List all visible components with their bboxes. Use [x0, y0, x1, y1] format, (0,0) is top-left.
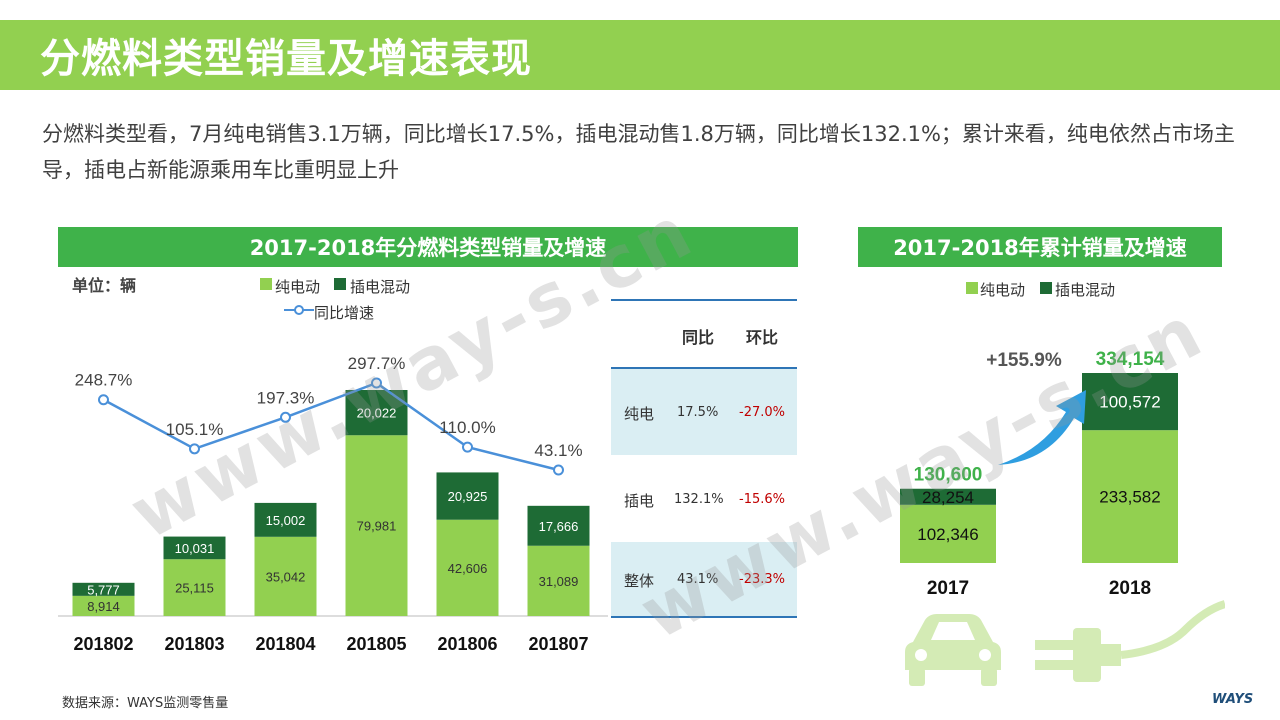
bar-phev-label: 100,572: [1099, 393, 1160, 412]
unit-label: 单位：辆: [72, 276, 137, 295]
ways-logo: WAYS: [1212, 692, 1254, 707]
bar-phev-label: 20,925: [448, 489, 488, 504]
table-row-label: 纯电: [624, 405, 655, 423]
bar-bev-label: 42,606: [448, 561, 488, 576]
table-header-yoy: 同比: [682, 328, 715, 347]
table-row-bg: [611, 369, 797, 455]
source-note: 数据来源：WAYS监测零售量: [62, 696, 229, 711]
legend-line-icon: [284, 305, 314, 315]
table-cell-yoy: 132.1%: [674, 492, 724, 507]
yoy-label: 297.7%: [348, 354, 406, 373]
cumulative-stacked-chart: 102,346 28,254 130,600 2017 233,582 100,572 33…: [900, 349, 1178, 599]
table-bottom-line: [611, 616, 797, 618]
page-title: 分燃料类型销量及增速表现: [40, 36, 532, 82]
x-tick-label: 2018: [1109, 578, 1151, 599]
growth-arrow: [998, 390, 1086, 465]
legend-phev-swatch: [1040, 282, 1052, 294]
table-cell-mom: -15.6%: [739, 492, 785, 507]
yoy-label: 248.7%: [75, 371, 133, 390]
bar-bev: [72, 595, 135, 616]
yoy-label: 43.1%: [534, 441, 582, 460]
table-cell-yoy: 43.1%: [677, 572, 719, 587]
x-tick-label: 201806: [437, 634, 497, 654]
bar-phev: [163, 536, 226, 560]
table-cell-mom: -23.3%: [739, 572, 785, 587]
bar-phev: [436, 472, 499, 520]
x-tick-label: 2017: [927, 578, 969, 599]
x-tick-label: 201803: [164, 634, 224, 654]
title-bar: [0, 20, 1280, 90]
table-cell-mom: -27.0%: [739, 405, 785, 420]
cumulative-chart-banner: 2017-2018年累计销量及增速: [858, 227, 1222, 267]
bar-phev-label: 10,031: [175, 541, 215, 556]
legend-phev-label: 插电混动: [350, 278, 411, 296]
yoy-point: [280, 411, 291, 423]
car-plug-illustration: [905, 600, 1225, 686]
growth-label: +155.9%: [986, 350, 1062, 371]
table-header-line: [611, 367, 797, 369]
bar-bev: [345, 435, 408, 616]
bar-phev-label: 20,022: [357, 406, 397, 421]
legend-bev-swatch: [260, 278, 272, 290]
legend-line-label: 同比增速: [314, 304, 375, 322]
legend-phev-swatch: [334, 278, 346, 290]
bar-bev: [254, 536, 317, 616]
bar-bev-label: 35,042: [266, 569, 306, 584]
monthly-stacked-chart: 8,914 5,777 201802 25,115 10,031 201803 35,042…: [58, 354, 608, 654]
bar-phev: [72, 582, 135, 596]
bar-bev-label: 31,089: [539, 574, 579, 589]
bar-phev: [254, 502, 317, 537]
bar-phev-label: 17,666: [539, 519, 579, 534]
total-label: 334,154: [1096, 349, 1165, 370]
page-description: 分燃料类型看，7月纯电销售3.1万辆，同比增长17.5%，插电混动售1.8万辆，…: [42, 122, 1235, 182]
yoy-point: [371, 377, 382, 389]
monthly-chart-banner: 2017-2018年分燃料类型销量及增速: [58, 227, 798, 267]
bar-phev: [900, 488, 996, 505]
bar-phev: [1082, 373, 1178, 431]
bar-bev-label: 25,115: [175, 581, 214, 596]
bar-phev: [527, 505, 590, 546]
bar-phev-label: 5,777: [87, 582, 120, 597]
x-tick-label: 201802: [73, 634, 133, 654]
yoy-label: 197.3%: [257, 388, 315, 407]
x-tick-label: 201805: [346, 634, 406, 654]
bar-bev: [163, 559, 226, 616]
bar-bev: [436, 519, 499, 616]
yoy-label: 110.0%: [439, 418, 495, 437]
x-tick-label: 201807: [528, 634, 588, 654]
bar-bev: [527, 545, 590, 616]
bar-bev-label: 8,914: [87, 599, 120, 614]
bar-phev-label: 28,254: [922, 488, 974, 507]
bar-bev-label: 233,582: [1099, 488, 1160, 507]
bar-bev: [1082, 430, 1178, 563]
bar-phev-label: 15,002: [266, 513, 306, 528]
table-header-mom: 环比: [746, 328, 779, 347]
legend-phev-label: 插电混动: [1055, 281, 1116, 299]
yoy-point: [98, 394, 109, 406]
yoy-point: [553, 464, 564, 476]
bar-bev-label: 102,346: [917, 525, 978, 544]
yoy-point: [462, 441, 473, 453]
yoy-line: [102, 381, 559, 472]
bar-bev: [900, 504, 996, 563]
yoy-label: 105.1%: [166, 420, 224, 439]
bar-bev-label: 79,981: [357, 519, 397, 534]
table-row-label: 插电: [624, 492, 655, 510]
x-tick-label: 201804: [255, 634, 315, 654]
table-top-line: [611, 299, 797, 301]
legend-bev-label: 纯电动: [980, 281, 1026, 299]
top-strip: [0, 0, 1280, 20]
table-cell-yoy: 17.5%: [677, 405, 719, 420]
legend-bev-label: 纯电动: [275, 278, 321, 296]
table-row-bg: [611, 542, 797, 616]
total-label: 130,600: [914, 465, 983, 486]
table-row-label: 整体: [624, 572, 655, 590]
yoy-point: [189, 443, 200, 455]
legend-bev-swatch: [966, 282, 978, 294]
